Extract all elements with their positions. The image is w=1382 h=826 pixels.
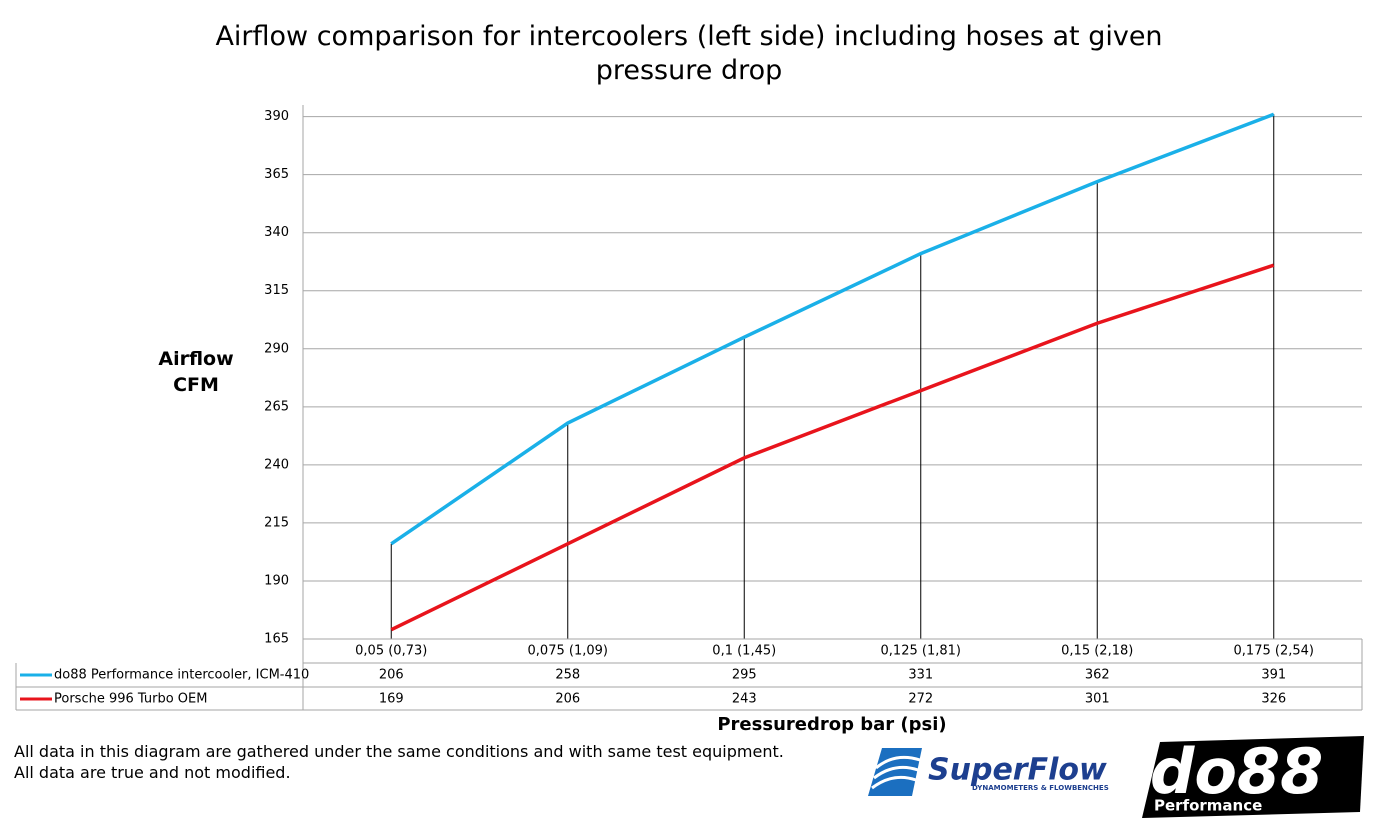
- table-value: 326: [1261, 692, 1286, 707]
- table-value: 301: [1085, 692, 1110, 707]
- y-tick-label: 265: [264, 399, 289, 414]
- legend-label: do88 Performance intercooler, ICM-410: [54, 668, 309, 683]
- x-tick-label: 0,075 (1,09): [528, 644, 608, 659]
- table-value: 243: [732, 692, 757, 707]
- table-value: 258: [555, 668, 580, 683]
- table-value: 206: [379, 668, 404, 683]
- x-tick-label: 0,15 (2,18): [1061, 644, 1133, 659]
- do88-logo: do88 Performance: [1142, 735, 1364, 818]
- y-tick-label: 215: [264, 515, 289, 530]
- y-tick-label: 315: [264, 283, 289, 298]
- table-value: 295: [732, 668, 757, 683]
- logo-subtext: Performance: [1154, 797, 1262, 815]
- y-tick-label: 165: [264, 632, 289, 647]
- x-tick-label: 0,1 (1,45): [712, 644, 776, 659]
- y-tick-label: 190: [264, 573, 289, 588]
- logo-subtext: DYNAMOMETERS & FLOWBENCHES: [972, 784, 1109, 792]
- table-value: 272: [908, 692, 933, 707]
- y-tick-label: 365: [264, 167, 289, 182]
- table-value: 331: [908, 668, 933, 683]
- y-axis-label: Airflow CFM: [158, 348, 234, 396]
- series-line: [390, 263, 1275, 632]
- table-value: 391: [1261, 668, 1286, 683]
- logo-text: SuperFlow: [928, 753, 1107, 788]
- x-tick-label: 0,125 (1,81): [881, 644, 961, 659]
- y-tick-label: 340: [264, 225, 289, 240]
- table-value: 362: [1085, 668, 1110, 683]
- y-tick-label: 290: [264, 341, 289, 356]
- superflow-logo: SuperFlow DYNAMOMETERS & FLOWBENCHES: [868, 748, 1109, 796]
- legend-label: Porsche 996 Turbo OEM: [54, 692, 207, 707]
- logo-text: do88: [1150, 735, 1323, 808]
- note: All data in this diagram are gathered un…: [14, 742, 784, 761]
- series-line: [390, 112, 1275, 546]
- table-value: 169: [379, 692, 404, 707]
- x-tick-label: 0,05 (0,73): [355, 644, 427, 659]
- y-tick-label: 240: [264, 457, 289, 472]
- x-tick-label: 0,175 (2,54): [1234, 644, 1314, 659]
- chart-title: Airflow comparison for intercoolers (lef…: [215, 21, 1163, 86]
- note: All data are true and not modified.: [14, 763, 291, 782]
- x-axis-label: Pressuredrop bar (psi): [717, 714, 947, 735]
- y-tick-label: 390: [264, 109, 289, 124]
- table-value: 206: [555, 692, 580, 707]
